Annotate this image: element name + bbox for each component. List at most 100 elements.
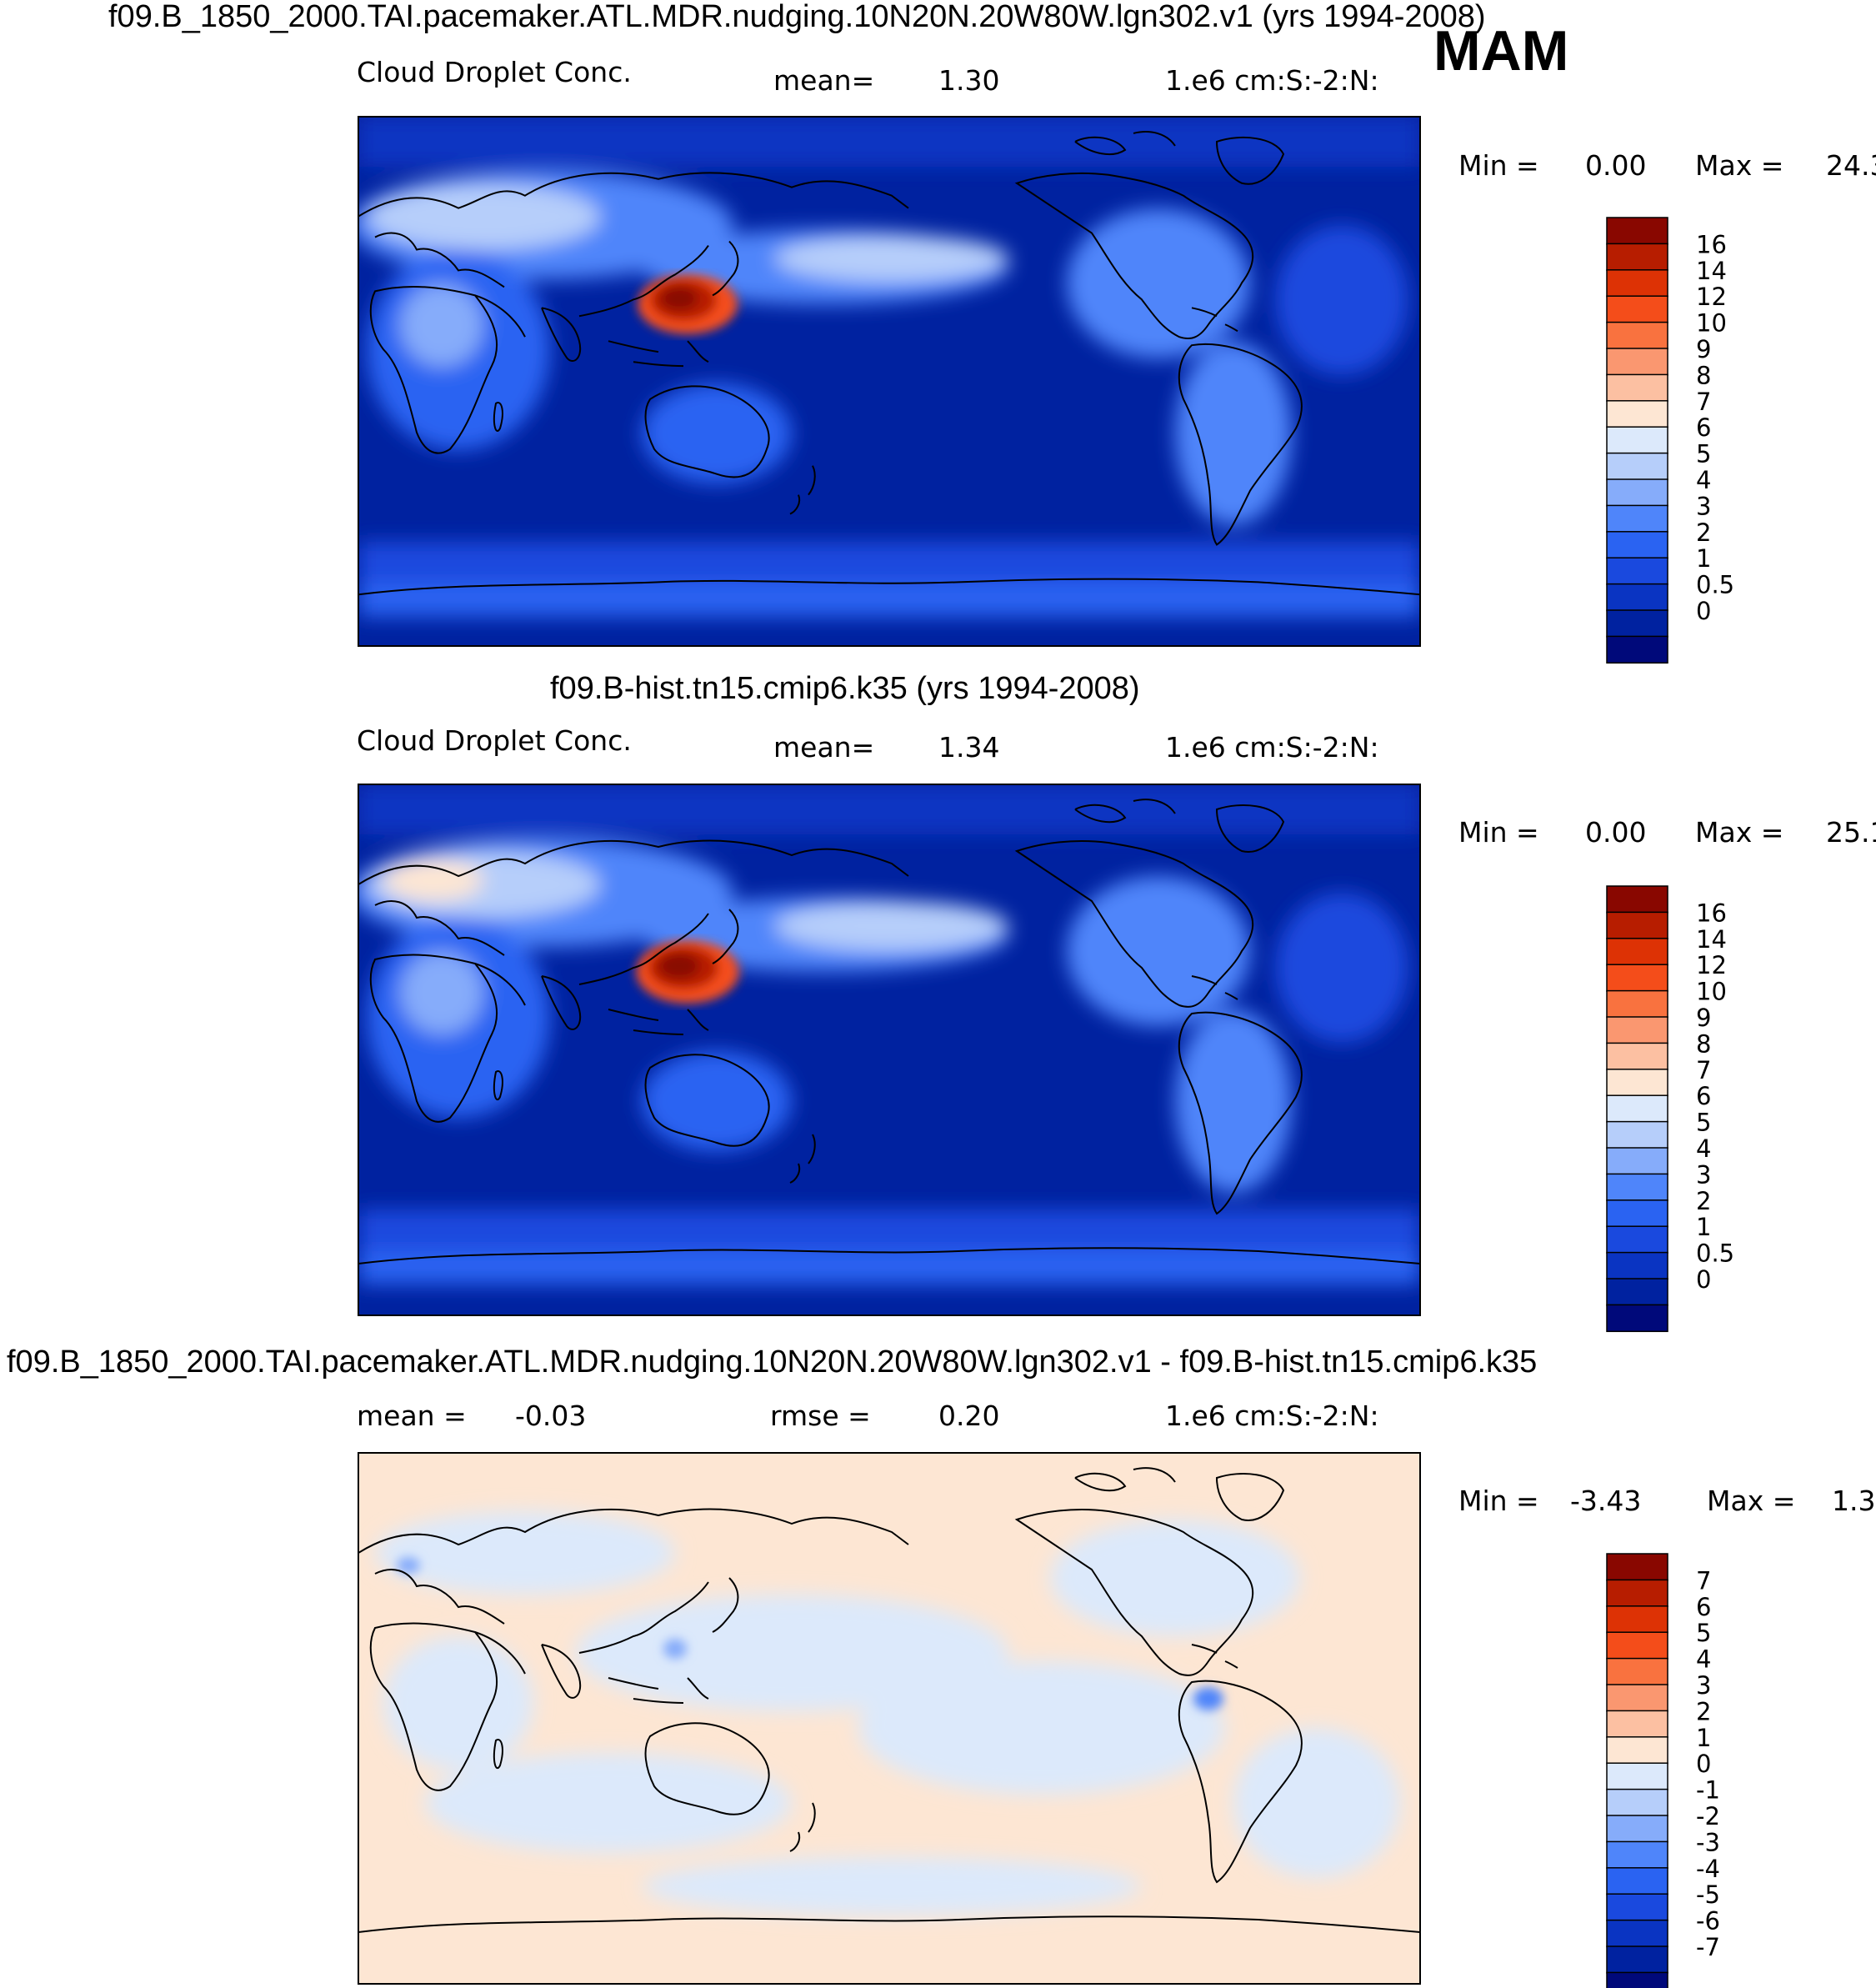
colorbar-segment bbox=[1606, 426, 1668, 454]
colorbar-tick-label: 7 bbox=[1696, 388, 1711, 416]
panel-2-max-value: 25.17 bbox=[1826, 816, 1876, 849]
panel-2-units: 1.e6 cm:S:-2:N: bbox=[1165, 731, 1379, 764]
panel-2-map-frame bbox=[358, 784, 1421, 1316]
colorbar-segment bbox=[1606, 1605, 1668, 1634]
panel-3-rmse-value: 0.20 bbox=[938, 1400, 999, 1432]
colorbar-segment bbox=[1606, 609, 1668, 638]
colorbar-tick-label: 3 bbox=[1696, 1160, 1711, 1189]
colorbar-segment bbox=[1606, 269, 1668, 298]
colorbar-segment bbox=[1606, 1553, 1668, 1581]
panel-2-title: f09.B-hist.tn15.cmip6.k35 (yrs 1994-2008… bbox=[550, 671, 1140, 706]
panel-2-mean-label: mean= bbox=[773, 731, 874, 764]
colorbar-segment bbox=[1606, 217, 1668, 245]
panel-1-min-value: 0.00 bbox=[1585, 149, 1646, 182]
colorbar-tick-label: 5 bbox=[1696, 1109, 1711, 1137]
panel-3-mean-value: -0.03 bbox=[515, 1400, 586, 1432]
panel-1-left-label: Cloud Droplet Conc. bbox=[357, 56, 632, 88]
colorbar-segment bbox=[1606, 1710, 1668, 1739]
colorbar-tick-label: 12 bbox=[1696, 283, 1727, 311]
colorbar-tick-label: 5 bbox=[1696, 440, 1711, 468]
colorbar-tick-label: 4 bbox=[1696, 1134, 1711, 1163]
panel-3-min-value: -3.43 bbox=[1570, 1485, 1641, 1517]
colorbar-segment bbox=[1606, 1815, 1668, 1843]
panel-3-max-label: Max = bbox=[1707, 1485, 1795, 1517]
colorbar-segment bbox=[1606, 478, 1668, 507]
colorbar-tick-label: 6 bbox=[1696, 1593, 1711, 1621]
colorbar-segment bbox=[1606, 1147, 1668, 1175]
colorbar-segment bbox=[1606, 400, 1668, 428]
panel-3-title: f09.B_1850_2000.TAI.pacemaker.ATL.MDR.nu… bbox=[7, 1345, 1537, 1380]
colorbar-tick-label: 8 bbox=[1696, 361, 1711, 389]
colorbar-tick-label: 16 bbox=[1696, 230, 1727, 258]
colorbar-tick-label: 4 bbox=[1696, 1645, 1711, 1674]
colorbar-tick-label: 0 bbox=[1696, 1265, 1711, 1294]
colorbar-tick-label: 1 bbox=[1696, 1724, 1711, 1752]
colorbar-tick-label: 2 bbox=[1696, 1187, 1711, 1215]
colorbar-tick-label: 3 bbox=[1696, 1671, 1711, 1700]
panel-1-title: f09.B_1850_2000.TAI.pacemaker.ATL.MDR.nu… bbox=[108, 0, 1486, 34]
colorbar-segment bbox=[1606, 1199, 1668, 1228]
panel-1-mean-value: 1.30 bbox=[938, 64, 999, 97]
colorbar-tick-label: 8 bbox=[1696, 1029, 1711, 1058]
colorbar-segment bbox=[1606, 964, 1668, 992]
colorbar-segment bbox=[1606, 557, 1668, 585]
panel-1-map-frame bbox=[358, 116, 1421, 647]
colorbar-tick-label: -6 bbox=[1696, 1907, 1720, 1935]
colorbar-tick-label: -1 bbox=[1696, 1776, 1720, 1805]
colorbar-segment bbox=[1606, 583, 1668, 612]
colorbar-tick-label: 7 bbox=[1696, 1566, 1711, 1595]
colorbar-tick-label: -4 bbox=[1696, 1855, 1720, 1883]
colorbar-segment bbox=[1606, 1631, 1668, 1660]
colorbar-tick-label: -3 bbox=[1696, 1828, 1720, 1856]
panel-2-map bbox=[358, 784, 1420, 1315]
colorbar-segment bbox=[1606, 504, 1668, 533]
panel-3-min-label: Min = bbox=[1458, 1485, 1539, 1517]
panel-1: f09.B_1850_2000.TAI.pacemaker.ATL.MDR.nu… bbox=[108, 0, 1876, 664]
panel-1-mean-label: mean= bbox=[773, 64, 874, 97]
colorbar-tick-label: 14 bbox=[1696, 925, 1727, 954]
colorbar-segment bbox=[1606, 1945, 1668, 1974]
panel-2-left-label: Cloud Droplet Conc. bbox=[357, 724, 632, 757]
colorbar-segment bbox=[1606, 1736, 1668, 1765]
panel-3-rmse-label: rmse = bbox=[770, 1400, 871, 1432]
colorbar-segment bbox=[1606, 938, 1668, 966]
colorbar-segment bbox=[1606, 1684, 1668, 1712]
colorbar-segment bbox=[1606, 635, 1668, 664]
colorbar-tick-label: 10 bbox=[1696, 309, 1727, 338]
colorbar-segment bbox=[1606, 1919, 1668, 1948]
colorbar-tick-label: 7 bbox=[1696, 1056, 1711, 1084]
colorbar-tick-label: 9 bbox=[1696, 335, 1711, 363]
colorbar-segment bbox=[1606, 1069, 1668, 1097]
colorbar-tick-label: 16 bbox=[1696, 899, 1727, 927]
colorbar-tick-label: -5 bbox=[1696, 1880, 1720, 1909]
panel-3-units: 1.e6 cm:S:-2:N: bbox=[1165, 1400, 1379, 1432]
colorbar-segment bbox=[1606, 1042, 1668, 1071]
panel-3-mean-label: mean = bbox=[357, 1400, 467, 1432]
colorbar-tick-label: 0 bbox=[1696, 597, 1711, 625]
season-label: MAM bbox=[1433, 19, 1568, 83]
panel-2-max-label: Max = bbox=[1695, 816, 1783, 849]
colorbar-tick-label: 1 bbox=[1696, 1213, 1711, 1241]
colorbar-tick-label: 0 bbox=[1696, 1750, 1711, 1778]
colorbar-segment bbox=[1606, 452, 1668, 481]
colorbar-segment bbox=[1606, 1304, 1668, 1333]
panel-1-max-value: 24.36 bbox=[1826, 149, 1876, 182]
colorbar-segment bbox=[1606, 1867, 1668, 1895]
colorbar-segment bbox=[1606, 911, 1668, 940]
colorbar-tick-label: 2 bbox=[1696, 518, 1711, 547]
panel-1-min-label: Min = bbox=[1458, 149, 1539, 182]
colorbar-tick-label: 4 bbox=[1696, 466, 1711, 494]
colorbar-tick-label: 0.5 bbox=[1696, 571, 1734, 599]
panel-1-max-label: Max = bbox=[1695, 149, 1783, 182]
colorbar-segment bbox=[1606, 1094, 1668, 1123]
panel-3-max-value: 1.35 bbox=[1832, 1485, 1876, 1517]
panel-1-units: 1.e6 cm:S:-2:N: bbox=[1165, 64, 1379, 97]
colorbar-segment bbox=[1606, 348, 1668, 376]
colorbar-segment bbox=[1606, 243, 1668, 272]
colorbar-segment bbox=[1606, 885, 1668, 914]
colorbar-tick-label: 5 bbox=[1696, 1619, 1711, 1647]
colorbar-segment bbox=[1606, 1788, 1668, 1817]
panel-3: f09.B_1850_2000.TAI.pacemaker.ATL.MDR.nu… bbox=[7, 1345, 1876, 1988]
colorbar-segment bbox=[1606, 1173, 1668, 1202]
